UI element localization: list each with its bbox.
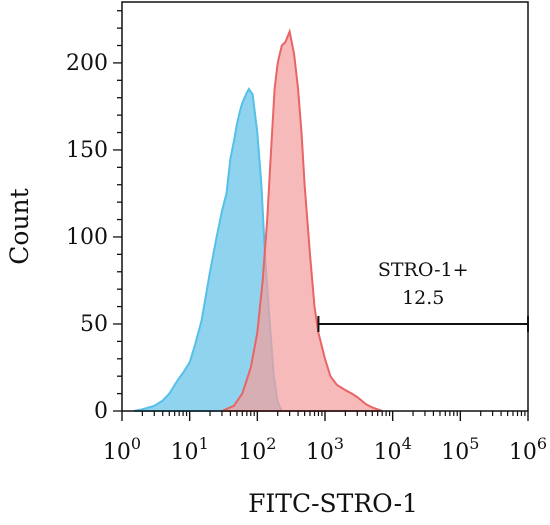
histogram-series-2 xyxy=(221,28,383,412)
x-tick-base: 10 xyxy=(103,440,131,465)
x-tick-exponent: 0 xyxy=(131,434,141,453)
x-tick-label: 102 xyxy=(238,434,276,465)
x-tick-base: 10 xyxy=(238,440,266,465)
x-tick-base: 10 xyxy=(306,440,334,465)
gate-layer: STRO-1+ 12.5 xyxy=(317,259,529,332)
x-axis-ticks: 100 101 102 103 104 105 106 xyxy=(103,411,547,465)
plot-frame xyxy=(121,1,529,412)
x-tick-exponent: 1 xyxy=(199,434,209,453)
x-tick-label: 105 xyxy=(441,434,479,465)
x-tick-exponent: 6 xyxy=(537,434,547,453)
x-tick-base: 10 xyxy=(509,440,537,465)
gate-label: STRO-1+ xyxy=(378,259,469,281)
x-tick-label: 104 xyxy=(374,434,412,465)
x-tick-exponent: 3 xyxy=(334,434,344,453)
y-tick-label: 50 xyxy=(80,312,108,337)
y-axis-ticks: 0 50 100 150 200 xyxy=(66,10,122,424)
x-tick-label: 106 xyxy=(509,434,547,465)
x-tick-exponent: 5 xyxy=(469,434,479,453)
gate-value: 12.5 xyxy=(402,287,444,309)
x-tick-label: 101 xyxy=(171,434,209,465)
x-tick-label: 100 xyxy=(103,434,141,465)
y-tick-label: 200 xyxy=(66,51,108,76)
y-tick-label: 150 xyxy=(66,138,108,163)
y-tick-label: 100 xyxy=(66,225,108,250)
x-tick-base: 10 xyxy=(374,440,402,465)
x-tick-exponent: 4 xyxy=(402,434,412,453)
x-tick-exponent: 2 xyxy=(266,434,276,453)
x-tick-base: 10 xyxy=(441,440,469,465)
x-tick-label: 103 xyxy=(306,434,344,465)
y-tick-label: 0 xyxy=(94,399,108,424)
x-axis-title: FITC-STRO-1 xyxy=(248,489,418,518)
y-axis-title: Count xyxy=(5,188,34,264)
series-layer xyxy=(133,28,383,412)
x-tick-base: 10 xyxy=(171,440,199,465)
